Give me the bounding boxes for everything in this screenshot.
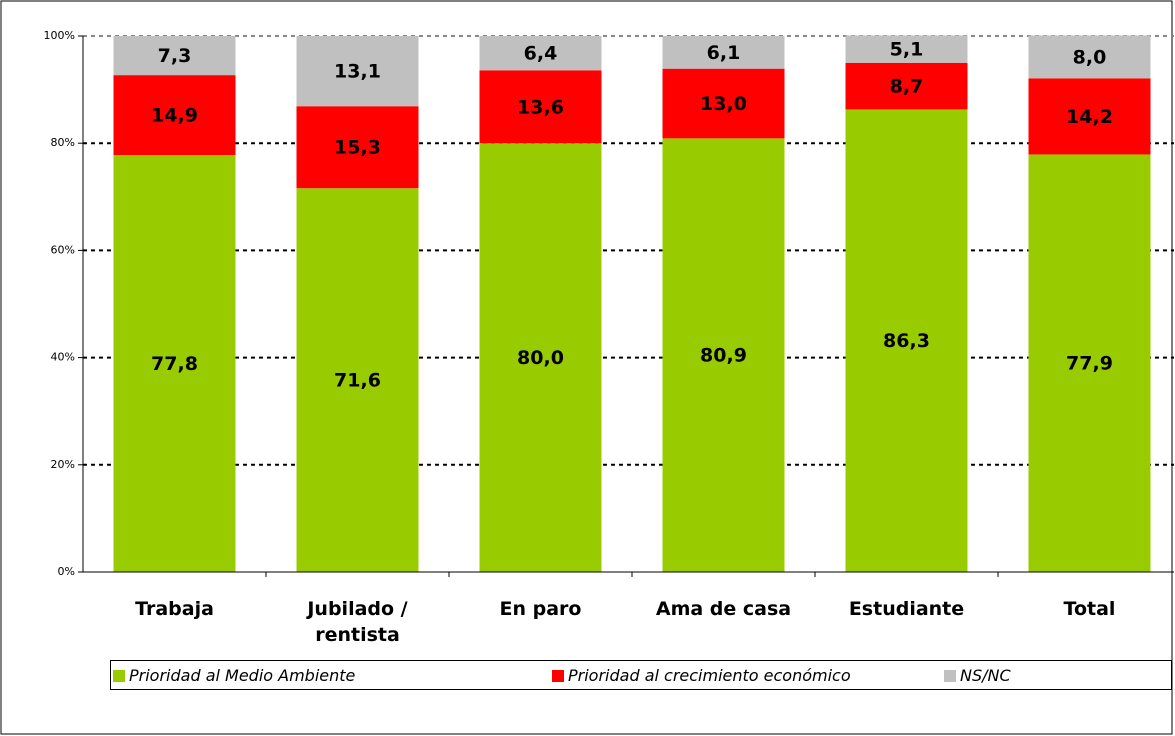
bar-segment	[662, 36, 785, 69]
value-label: 8,0	[1073, 46, 1107, 68]
bar-segment	[1028, 154, 1151, 572]
x-tick-label: En paro	[499, 598, 582, 620]
bar-segment	[296, 188, 419, 572]
y-tick-label: 20%	[51, 458, 75, 471]
value-label: 77,9	[1066, 353, 1113, 375]
bar-segment	[113, 75, 236, 155]
legend: Prioridad al Medio Ambiente Prioridad al …	[110, 660, 1172, 690]
value-label: 5,1	[890, 39, 924, 61]
value-label: 77,8	[151, 353, 198, 375]
legend-label: Prioridad al Medio Ambiente	[129, 666, 356, 685]
bar-segment	[845, 62, 968, 110]
bar-segment	[1028, 35, 1151, 79]
value-label: 14,2	[1066, 106, 1113, 128]
bar-segment	[662, 68, 785, 139]
bar-segment	[479, 36, 602, 71]
value-label: 7,3	[158, 45, 192, 67]
legend-item: NS/NC	[944, 666, 1011, 685]
value-label: 80,0	[517, 347, 564, 369]
bar-segment	[662, 138, 785, 572]
value-label: 14,9	[151, 105, 198, 127]
x-tick-label: Trabaja	[135, 598, 214, 620]
value-label: 71,6	[334, 370, 381, 392]
legend-swatch	[944, 669, 956, 682]
bar-segment	[1028, 78, 1151, 155]
y-tick-label: 80%	[51, 136, 75, 149]
value-label: 13,0	[700, 93, 747, 115]
x-tick-label: Jubilado / rentista	[307, 598, 408, 646]
legend-item: Prioridad al crecimiento económico	[552, 666, 851, 685]
y-tick-label: 60%	[51, 243, 75, 256]
legend-item: Prioridad al Medio Ambiente	[113, 666, 355, 685]
legend-label: Prioridad al crecimiento económico	[568, 666, 851, 685]
value-label: 13,6	[517, 96, 564, 118]
bar-segment	[479, 70, 602, 144]
bar-segment	[296, 36, 419, 107]
bar-segment	[479, 143, 602, 572]
bar-segment	[296, 106, 419, 189]
x-tick-label: Total	[1063, 598, 1116, 620]
legend-swatch	[552, 669, 564, 682]
value-label: 6,4	[524, 43, 558, 65]
y-tick-label: 100%	[44, 29, 75, 42]
x-tick-label: Ama de casa	[655, 598, 792, 620]
bar-segment	[845, 35, 968, 63]
y-tick-label: 40%	[51, 351, 75, 364]
value-label: 86,3	[883, 330, 930, 352]
y-tick-label: 0%	[58, 565, 75, 578]
legend-swatch	[113, 669, 125, 682]
value-label: 80,9	[700, 345, 747, 367]
bar-segment	[845, 109, 968, 572]
bar-segment	[113, 154, 236, 572]
value-label: 13,1	[334, 61, 381, 83]
value-label: 6,1	[707, 42, 741, 64]
legend-label: NS/NC	[960, 666, 1011, 685]
value-label: 8,7	[890, 76, 924, 98]
x-tick-label: Estudiante	[848, 598, 965, 620]
value-label: 15,3	[334, 137, 381, 159]
bar-segment	[113, 36, 236, 76]
